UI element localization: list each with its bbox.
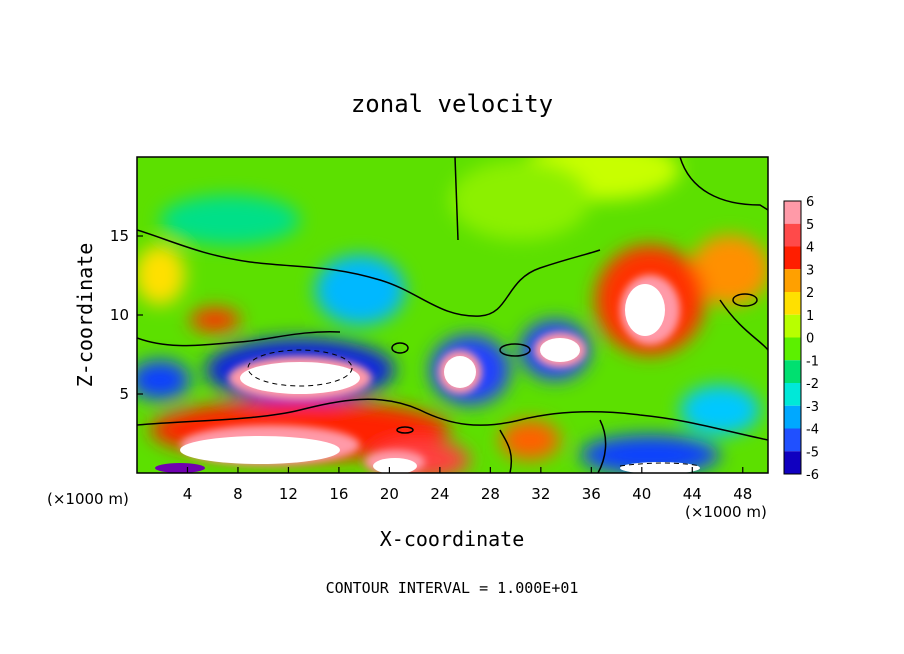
y-axis-label: Z-coordinate: [73, 243, 97, 388]
colorbar-label: 6: [806, 195, 814, 210]
colorbar-label: 3: [806, 263, 814, 278]
colorbar-label: 0: [806, 332, 814, 347]
velocity-field: [137, 157, 768, 473]
chart-title: zonal velocity: [351, 90, 553, 118]
x-tick-label: 44: [683, 485, 702, 503]
colorbar-swatch: [784, 383, 801, 406]
colorbar-swatch: [784, 292, 801, 315]
x-tick-label: 28: [481, 485, 500, 503]
x-tick-label: 40: [632, 485, 651, 503]
x-axis-label: X-coordinate: [380, 527, 525, 551]
x-tick-label: 12: [279, 485, 298, 503]
contour-interval-note: CONTOUR INTERVAL = 1.000E+01: [326, 579, 579, 597]
y-tick-label: 5: [119, 385, 129, 403]
colorbar-swatch: [784, 337, 801, 361]
y-axis-ticks: 5 10 15: [110, 227, 143, 403]
colorbar-label: 1: [806, 309, 814, 324]
colorbar-swatch: [784, 314, 801, 338]
x-tick-label: 8: [233, 485, 243, 503]
x-tick-label: 16: [329, 485, 348, 503]
colorbar: 6 5 4 3 2 1 0 -1 -2 -3 -4 -5 -6: [783, 195, 819, 483]
colorbar-swatch: [784, 360, 801, 383]
colorbar-swatch: [784, 223, 801, 247]
y-tick-label: 10: [110, 306, 129, 324]
colorbar-label: 5: [806, 218, 814, 233]
colorbar-swatch: [784, 451, 801, 474]
x-unit-label-right: (×1000 m): [685, 503, 767, 521]
x-tick-label: 48: [733, 485, 752, 503]
colorbar-swatch: [784, 405, 801, 429]
x-unit-label-left: (×1000 m): [47, 490, 129, 508]
x-tick-label: 4: [183, 485, 193, 503]
x-tick-label: 36: [582, 485, 601, 503]
colorbar-label: -1: [806, 354, 819, 369]
colorbar-label: 4: [806, 241, 814, 256]
colorbar-label: -2: [806, 377, 819, 392]
colorbar-frame: [783, 200, 802, 475]
x-axis-ticks: 4 8 12 16 20 24 28 32 36 40 44 48: [183, 467, 752, 503]
y-tick-label: 15: [110, 227, 129, 245]
colorbar-swatch: [784, 246, 801, 270]
colorbar-swatch: [784, 201, 801, 224]
colorbar-label: -5: [806, 445, 819, 460]
colorbar-label: -6: [806, 468, 819, 483]
colorbar-label: -4: [806, 423, 819, 438]
x-tick-label: 24: [430, 485, 449, 503]
x-tick-label: 32: [531, 485, 550, 503]
colorbar-label: -3: [806, 400, 819, 415]
colorbar-swatch: [784, 428, 801, 452]
colorbar-label: 2: [806, 286, 814, 301]
colorbar-swatch: [784, 269, 801, 292]
x-tick-label: 20: [380, 485, 399, 503]
